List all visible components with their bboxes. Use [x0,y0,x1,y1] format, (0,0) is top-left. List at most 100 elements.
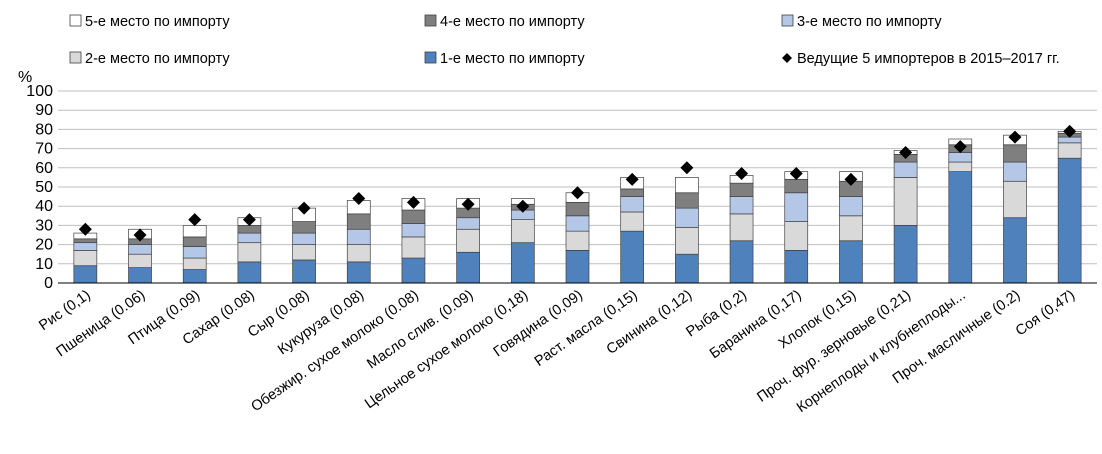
bar-segment-4 [292,221,316,234]
bar-segment-1 [784,250,809,284]
legend-swatch [69,51,82,64]
bar-segment-1 [128,267,152,284]
bar-segment-3 [128,244,152,255]
top5-marker [352,192,366,206]
y-tick-label: 30 [35,217,53,234]
bar-segment-1 [839,240,863,284]
legend-label: 5-е место по импорту [85,14,230,30]
top5-marker [844,172,858,186]
bar-segment-4 [620,188,645,197]
y-tick-label: 100 [26,83,53,100]
y-tick-label: 0 [44,275,53,292]
bar-segment-1 [948,171,973,284]
bar-segment-1 [456,251,480,284]
bar-segment-2 [620,211,645,232]
bar-segment-3 [620,196,645,213]
bar-segment-2 [784,221,809,251]
top5-marker [625,172,639,186]
bar-segment-2 [292,244,316,261]
bar-segment-1 [346,261,371,284]
category-label: Баранина (0,17) [707,287,804,362]
legend: 5-е место по импорту 4-е место по импорту… [69,14,1060,67]
bar-segment-2 [948,161,973,172]
bar-segment-1 [401,257,426,284]
top5-marker [1063,124,1077,138]
bar-segment-2 [1057,142,1082,159]
y-tick-label: 20 [35,237,53,254]
bar-segment-5 [182,225,207,238]
top5-marker [461,197,475,211]
top5-marker [188,213,202,227]
top5-marker [571,186,584,200]
top5-marker [516,199,530,213]
bar-segment-4 [565,202,590,217]
bar-segment-2 [1003,180,1027,219]
bar-segment-4 [346,213,371,230]
bar-segment-4 [237,225,262,234]
bars [73,130,1082,284]
bar-segment-5 [675,177,699,194]
bar-segment-3 [292,232,316,245]
top5-marker [242,213,256,227]
top5-marker [297,201,311,215]
bar-segment-4 [729,182,754,197]
legend-diamond-marker [782,53,792,63]
bar-segment-1 [73,265,98,284]
top5-marker [133,228,147,242]
bar-segment-1 [182,269,207,284]
bar-segment-3 [839,196,863,217]
bar-segment-1 [565,250,590,284]
bar-segment-1 [620,230,645,284]
bar-segment-1 [729,240,754,284]
y-tick-label: 80 [35,121,53,138]
bar-segment-1 [510,242,535,284]
top5-marker [78,222,92,236]
legend-swatch [424,51,437,64]
bar-segment-1 [675,253,699,284]
markers [78,124,1077,242]
bar-segment-2 [893,177,918,226]
bar-segment-2 [565,230,590,251]
bar-segment-3 [1003,161,1027,182]
bar-segment-2 [346,244,371,263]
bar-segment-3 [1057,136,1082,144]
legend-swatch [69,14,82,27]
y-tick-label: 60 [35,160,53,177]
y-tick-label: 10 [35,256,53,273]
bar-segment-3 [565,215,590,232]
bar-segment-4 [675,192,699,209]
bar-segment-4 [73,238,98,244]
bar-segment-1 [1057,157,1082,284]
bar-segment-2 [510,219,535,244]
bar-segment-2 [729,213,754,242]
legend-label: 3-е место по импорту [797,14,942,30]
legend-label: 2-е место по импорту [85,51,230,67]
bar-segment-2 [73,250,98,267]
top5-marker [735,167,749,181]
y-tick-label: 70 [35,141,53,158]
top5-marker [406,195,420,209]
bar-segment-3 [948,152,973,163]
category-label: Соя (0,47) [1013,287,1078,339]
bar-segment-3 [401,223,426,238]
bar-segment-3 [237,232,262,244]
top5-marker [899,145,913,159]
y-axis-ticks: 0 10 20 30 40 50 60 70 80 90 100 [26,83,53,292]
bar-segment-4 [1003,144,1027,163]
bar-segment-2 [182,257,207,270]
top5-marker [789,167,803,181]
y-tick-label: 40 [35,198,53,215]
y-axis-unit-label: % [18,69,32,86]
bar-segment-1 [292,259,316,284]
top5-marker [680,161,694,175]
bar-segment-3 [73,242,98,251]
bar-segment-3 [675,207,699,228]
bar-segment-4 [182,236,207,247]
bar-segment-3 [893,161,918,178]
bar-segment-3 [182,246,207,259]
bar-segment-3 [456,217,480,230]
bar-segment-2 [675,226,699,255]
bar-segment-4 [401,209,426,224]
y-tick-label: 50 [35,179,53,196]
